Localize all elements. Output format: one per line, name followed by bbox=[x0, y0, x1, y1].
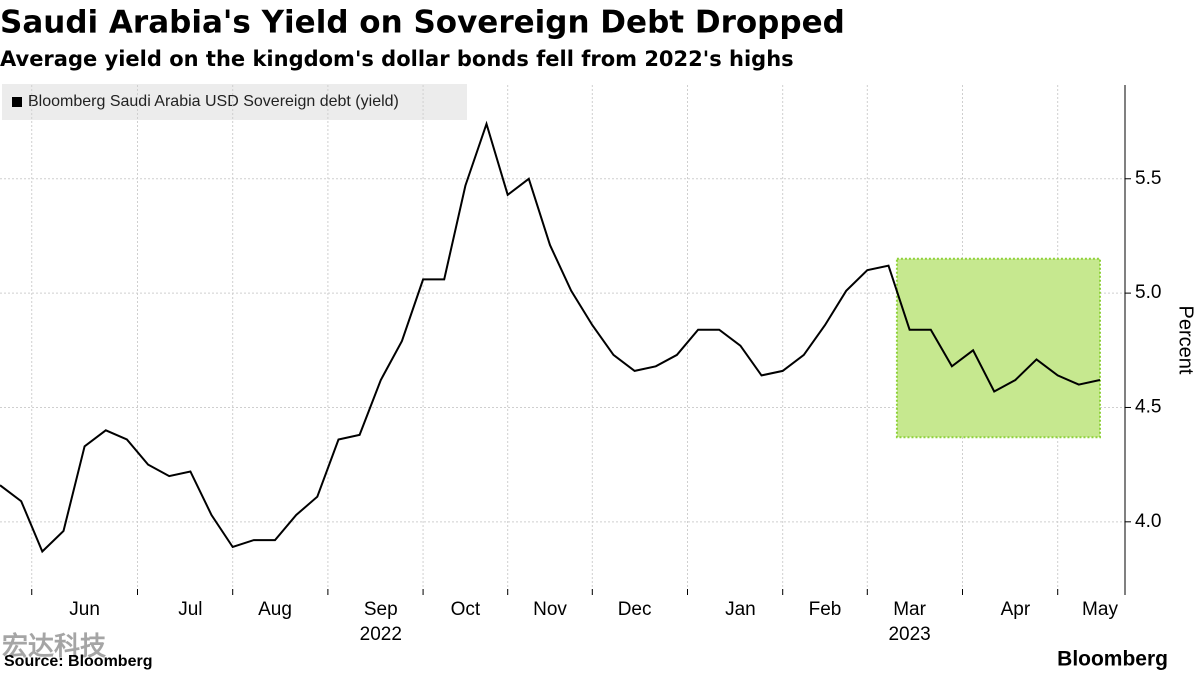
x-tick-label: May bbox=[1082, 599, 1118, 620]
watermark: 宏达科技 bbox=[2, 631, 106, 661]
x-tick-label: Jan bbox=[725, 599, 756, 620]
chart-subtitle: Average yield on the kingdom's dollar bo… bbox=[0, 47, 794, 71]
brand: Bloomberg bbox=[1057, 648, 1168, 671]
legend-swatch bbox=[12, 97, 22, 107]
year-label: 2022 bbox=[360, 624, 402, 645]
legend-label: Bloomberg Saudi Arabia USD Sovereign deb… bbox=[28, 93, 399, 110]
y-tick-label: 5.0 bbox=[1135, 282, 1161, 303]
legend-box bbox=[2, 84, 467, 120]
x-tick-label: Nov bbox=[533, 599, 567, 620]
x-tick-label: Aug bbox=[258, 599, 292, 620]
source: Source: Bloomberg bbox=[4, 653, 152, 670]
year-label: 2023 bbox=[888, 624, 930, 645]
y-tick-label: 4.0 bbox=[1135, 511, 1161, 532]
y-tick-label: 5.5 bbox=[1135, 168, 1161, 189]
x-tick-label: Feb bbox=[809, 599, 842, 620]
x-tick-label: Dec bbox=[618, 599, 652, 620]
x-tick-label: Jun bbox=[69, 599, 100, 620]
y-axis-label: Percent bbox=[1175, 306, 1197, 375]
x-tick-label: Mar bbox=[893, 599, 926, 620]
x-tick-label: Apr bbox=[1001, 599, 1031, 620]
highlight-box bbox=[895, 257, 1102, 439]
chart-title: Saudi Arabia's Yield on Sovereign Debt D… bbox=[0, 5, 845, 41]
x-tick-label: Sep bbox=[364, 599, 398, 620]
line-series bbox=[0, 120, 1101, 554]
x-tick-label: Oct bbox=[451, 599, 481, 620]
x-tick-label: Jul bbox=[178, 599, 202, 620]
y-tick-label: 4.5 bbox=[1135, 396, 1161, 417]
